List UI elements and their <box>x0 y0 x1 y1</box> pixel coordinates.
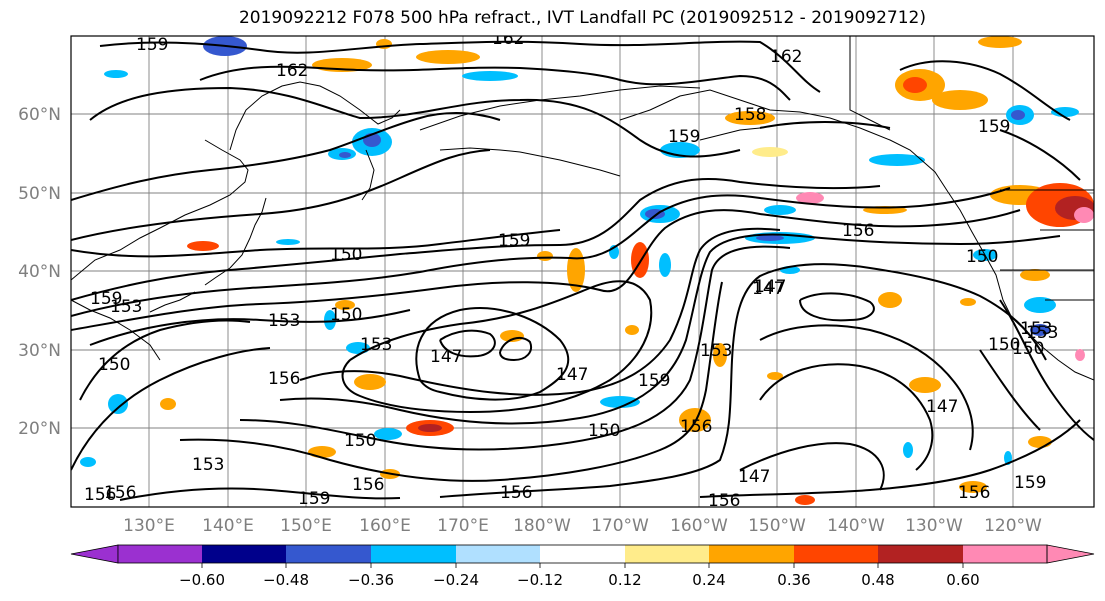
lat-label: 30°N <box>18 341 61 361</box>
contour-label: 150 <box>1012 339 1044 359</box>
colorbar-bin <box>202 545 286 563</box>
contour-label: 153 <box>1020 319 1052 339</box>
contour-label: 156 <box>268 369 300 389</box>
lon-label: 140°W <box>827 516 885 536</box>
longitude-labels: 130°E 140°E 150°E 160°E 170°E 180°W 170°… <box>123 516 1042 536</box>
contour-label: 153 <box>110 297 142 317</box>
contour-label: 153 <box>360 335 392 355</box>
contour-label: 159 <box>498 231 530 251</box>
contour-label: 156 <box>708 491 740 511</box>
contour-label: 150 <box>330 245 362 265</box>
contour-label: 153 <box>1026 323 1058 343</box>
contour-label: 150 <box>988 335 1020 355</box>
colorbar-tick-label: 0.36 <box>777 571 810 589</box>
colorbar-bin <box>794 545 878 563</box>
colorbar-tick-label: 0.48 <box>861 571 894 589</box>
contour-label: 153 <box>192 455 224 475</box>
colorbar-outline <box>117 544 1048 564</box>
colorbar-tick-label: −0.24 <box>433 571 479 589</box>
lon-label: 150°E <box>280 516 332 536</box>
colorbar-tick-label: 0.60 <box>946 571 979 589</box>
colorbar-tick-label: 0.12 <box>608 571 641 589</box>
contour-label: 156 <box>500 483 532 503</box>
contour-label: 156 <box>84 485 116 505</box>
colorbar-bin <box>118 545 202 563</box>
contour-label: 153 <box>268 311 300 331</box>
contour-labels: 159 162 162 162 159 159 158 159 159 150 … <box>84 29 1058 511</box>
contour-label: 156 <box>842 221 874 241</box>
contour-label: 147 <box>926 397 958 417</box>
lat-label: 40°N <box>18 262 61 282</box>
contour-label: 150 <box>98 355 130 375</box>
lon-label: 130°E <box>123 516 175 536</box>
colorbar-bin <box>286 545 371 563</box>
contour-label: 147 <box>430 347 462 367</box>
contour-label: 159 <box>90 289 122 309</box>
contour-label: 159 <box>668 127 700 147</box>
colorbar-bin <box>709 545 794 563</box>
colorbar-bin <box>878 545 963 563</box>
contour-label: 162 <box>492 29 524 49</box>
contour-label: 156 <box>958 483 990 503</box>
colorbar-tick-label: −0.60 <box>179 571 225 589</box>
colorbar-bin <box>540 545 625 563</box>
contour-label: 150 <box>330 305 362 325</box>
colorbar-tick-label: −0.12 <box>517 571 563 589</box>
lon-label: 180°W <box>513 516 571 536</box>
colorbar-bin <box>371 545 456 563</box>
map-frame <box>70 35 1095 508</box>
lon-label: 160°E <box>359 516 411 536</box>
contour-label: 150 <box>966 247 998 267</box>
contour-label: 147 <box>556 365 588 385</box>
contour-label: 159 <box>1014 473 1046 493</box>
contour-label: 159 <box>136 35 168 55</box>
contour-label: 153 <box>700 341 732 361</box>
contour-label: 147 <box>754 277 786 297</box>
contours <box>71 40 1094 501</box>
colorbar-tick-label: −0.36 <box>348 571 394 589</box>
contour-label: 162 <box>770 47 802 67</box>
lon-label: 170°E <box>437 516 489 536</box>
colorbar-tick-label: −0.48 <box>263 571 309 589</box>
contour-label: 150 <box>588 421 620 441</box>
lon-label: 140°E <box>202 516 254 536</box>
contour-label: 150 <box>344 431 376 451</box>
contour-label: 162 <box>276 61 308 81</box>
chart-title: 2019092212 F078 500 hPa refract., IVT La… <box>238 8 926 28</box>
colorbar-bin <box>625 545 709 563</box>
lon-label: 150°W <box>748 516 806 536</box>
contour-label: 158 <box>734 105 766 125</box>
colorbar-bin <box>963 545 1047 563</box>
colorbar: −0.60 −0.48 −0.36 −0.24 −0.12 0.12 0.24 … <box>70 544 1095 589</box>
lat-label: 50°N <box>18 184 61 204</box>
colorbar-high-extend <box>1046 544 1095 564</box>
contour-label: 156 <box>352 475 384 495</box>
colorbar-low-extend <box>70 544 119 564</box>
contour-label: 159 <box>298 489 330 509</box>
contour-label: 156 <box>104 483 136 503</box>
colorbar-tick-label: 0.24 <box>692 571 725 589</box>
lon-label: 160°W <box>670 516 728 536</box>
contour-label: 159 <box>978 117 1010 137</box>
lon-label: 120°W <box>984 516 1042 536</box>
lon-label: 130°W <box>905 516 963 536</box>
contour-label: 147 <box>738 467 770 487</box>
lat-label: 20°N <box>18 419 61 439</box>
contour-label: 156 <box>680 417 712 437</box>
latitude-labels: 60°N 50°N 40°N 30°N 20°N <box>18 105 61 439</box>
lon-label: 170°W <box>591 516 649 536</box>
contour-label: 147 <box>752 279 784 299</box>
contour-label: 159 <box>638 371 670 391</box>
colorbar-bin <box>456 545 540 563</box>
colorbar-ticks <box>201 563 964 568</box>
lat-label: 60°N <box>18 105 61 125</box>
